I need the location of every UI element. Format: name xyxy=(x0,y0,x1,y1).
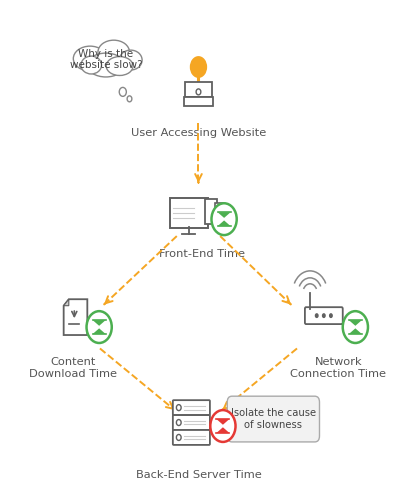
FancyBboxPatch shape xyxy=(204,200,217,224)
Polygon shape xyxy=(92,328,106,334)
Circle shape xyxy=(196,89,201,95)
Polygon shape xyxy=(216,419,230,424)
FancyBboxPatch shape xyxy=(305,307,343,324)
Polygon shape xyxy=(64,299,69,306)
Circle shape xyxy=(119,88,126,96)
FancyBboxPatch shape xyxy=(227,396,320,442)
FancyBboxPatch shape xyxy=(184,97,213,106)
Polygon shape xyxy=(216,428,230,433)
Polygon shape xyxy=(92,320,106,326)
Circle shape xyxy=(176,404,181,410)
Ellipse shape xyxy=(73,46,107,71)
Ellipse shape xyxy=(87,53,124,77)
Text: User Accessing Website: User Accessing Website xyxy=(131,128,266,138)
FancyBboxPatch shape xyxy=(173,400,210,415)
FancyBboxPatch shape xyxy=(173,415,210,430)
Text: Network
Connection Time: Network Connection Time xyxy=(290,357,386,378)
Text: Back-End Server Time: Back-End Server Time xyxy=(136,470,261,480)
Circle shape xyxy=(190,56,207,78)
Polygon shape xyxy=(64,299,87,335)
Text: Isolate the cause
of slowness: Isolate the cause of slowness xyxy=(231,408,316,430)
Ellipse shape xyxy=(106,56,133,76)
Text: Front-End Time: Front-End Time xyxy=(159,249,245,259)
Circle shape xyxy=(315,313,319,318)
Circle shape xyxy=(176,420,181,426)
Ellipse shape xyxy=(98,40,130,64)
Ellipse shape xyxy=(81,56,102,74)
Text: Content
Download Time: Content Download Time xyxy=(29,357,117,378)
Polygon shape xyxy=(218,220,231,226)
Circle shape xyxy=(329,313,333,318)
Polygon shape xyxy=(349,320,362,326)
Polygon shape xyxy=(349,328,362,334)
FancyBboxPatch shape xyxy=(170,198,208,228)
FancyBboxPatch shape xyxy=(185,82,212,97)
Circle shape xyxy=(176,434,181,440)
FancyBboxPatch shape xyxy=(173,430,210,445)
Circle shape xyxy=(127,96,132,102)
Text: Why is the
website slow?: Why is the website slow? xyxy=(70,49,142,70)
FancyBboxPatch shape xyxy=(215,204,223,222)
Circle shape xyxy=(210,410,236,442)
Polygon shape xyxy=(223,416,233,425)
Circle shape xyxy=(322,313,326,318)
Polygon shape xyxy=(218,212,231,218)
Circle shape xyxy=(86,311,112,343)
Circle shape xyxy=(343,311,368,343)
Ellipse shape xyxy=(119,50,142,70)
Circle shape xyxy=(212,204,237,235)
